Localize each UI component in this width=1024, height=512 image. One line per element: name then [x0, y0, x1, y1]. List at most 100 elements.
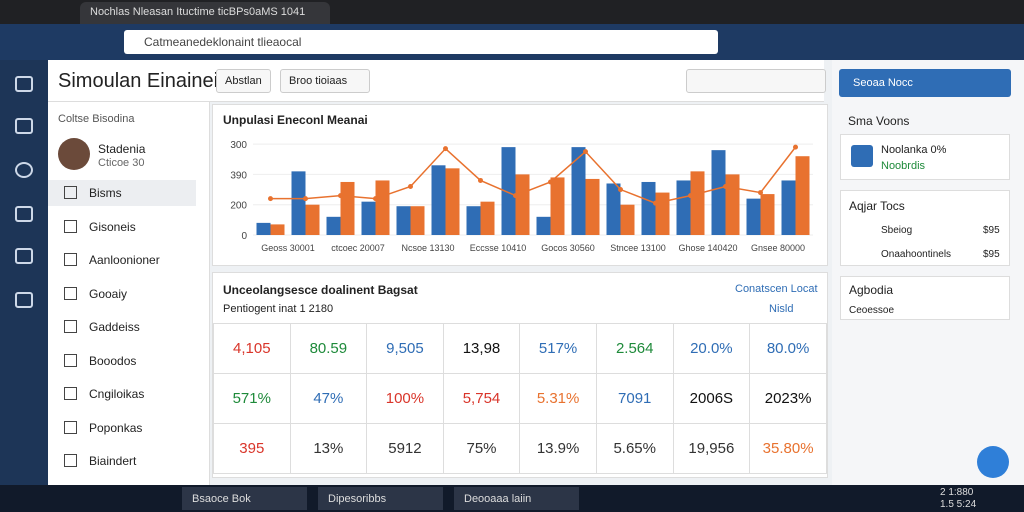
- x-tick-label: Eccsse 10410: [470, 243, 527, 253]
- table-cell: 7091: [595, 373, 674, 424]
- menu-item[interactable]: Poponkas: [64, 421, 142, 435]
- nav-icon[interactable]: [15, 76, 33, 92]
- row-value: $95: [983, 225, 1000, 236]
- section-title: Agbodia: [849, 283, 894, 297]
- search[interactable]: Broo tioiaas: [280, 69, 370, 93]
- dropdown[interactable]: Abstlan: [216, 69, 271, 93]
- trend-point: [653, 200, 658, 206]
- nav-icon[interactable]: [15, 162, 33, 178]
- trend-point: [443, 146, 448, 152]
- bar: [445, 168, 460, 235]
- table-row: 571% 47% 100% 5,754 5.31% 7091 2006S 2023%: [213, 373, 827, 424]
- table-cell: 2006S: [672, 373, 751, 424]
- nav-icon[interactable]: [15, 292, 33, 308]
- row-label: Ceoessoe: [849, 305, 895, 316]
- data-table: 4,105 80.59 9,505 13,98 517% 2.564 20.0% 80.0% 5…: [213, 323, 827, 474]
- table-row: 395 13% 5912 75% 13.9% 5.65% 19,956 35.80%: [213, 423, 827, 474]
- url-bar[interactable]: Catmeanedeklonaint tlieaocal: [124, 30, 718, 54]
- table-cell: 19,956: [672, 423, 751, 474]
- menu-item[interactable]: Cngiloikas: [64, 387, 144, 401]
- bar: [256, 222, 271, 235]
- y-tick-label: 390: [230, 170, 247, 181]
- bar: [396, 206, 411, 235]
- profile-name: Stadenia: [98, 142, 146, 156]
- x-tick-label: Gocos 30560: [541, 243, 595, 253]
- bar: [480, 201, 495, 235]
- section: Agbodia Ceoessoe: [840, 276, 1010, 320]
- table-cell: 100%: [366, 373, 444, 424]
- link[interactable]: Nisld: [769, 303, 794, 315]
- table-cell: 13,98: [442, 323, 521, 374]
- trend-point: [268, 196, 273, 202]
- row-label: Onaahoontinels: [881, 249, 952, 260]
- table-subtitle: Pentiogent inat 1 2180: [223, 303, 334, 315]
- taskbar-item[interactable]: Dipesoribbs: [318, 487, 443, 510]
- bar: [760, 194, 775, 235]
- bar: [515, 174, 530, 235]
- x-tick-label: Ncsoe 13130: [401, 243, 454, 253]
- primary-button[interactable]: Seoaa Nocc: [839, 69, 1011, 97]
- table-cell: 2.564: [595, 323, 674, 374]
- table-cell: 35.80%: [749, 423, 827, 474]
- nav-icon[interactable]: [15, 118, 33, 134]
- trend-line: [270, 146, 797, 204]
- bar: [291, 171, 306, 235]
- bar: [410, 206, 425, 235]
- trend-point: [338, 193, 343, 199]
- table-cell: 5912: [366, 423, 444, 474]
- bar: [585, 178, 600, 235]
- table-card: Unceolangsesce doalinent Bagsat Pentioge…: [212, 272, 828, 478]
- table-cell: 4,105: [213, 323, 291, 374]
- nav-icon[interactable]: [15, 248, 33, 264]
- table-title: Unceolangsesce doalinent Bagsat: [223, 283, 418, 297]
- bar: [375, 180, 390, 235]
- app-header: Simoulan Einainei Abstlan Broo tioiaas: [48, 60, 826, 102]
- table-cell: 80.59: [289, 323, 368, 374]
- profile-sub: Cticoe 30: [98, 157, 145, 169]
- bar: [746, 198, 761, 235]
- menu-item[interactable]: Aanloonioner: [64, 253, 160, 267]
- app-title: Simoulan Einainei: [58, 70, 219, 92]
- trend-point: [373, 196, 378, 202]
- bar: [620, 204, 635, 235]
- x-tick-label: Ghose 140420: [678, 243, 737, 253]
- bar: [431, 165, 446, 235]
- section-title: Aqjar Tocs: [849, 199, 905, 213]
- table-cell: 20.0%: [672, 323, 751, 374]
- section: Aqjar Tocs Sbeiog $95 Onaahoontinels $95: [840, 190, 1010, 266]
- table-cell: 13.9%: [519, 423, 597, 474]
- table-cell: 75%: [442, 423, 521, 474]
- menu-item[interactable]: Biaindert: [64, 454, 136, 468]
- menu-item[interactable]: Gooaiy: [64, 287, 127, 301]
- bar: [606, 183, 621, 235]
- menu-item[interactable]: Booodos: [64, 354, 136, 368]
- bar: [655, 192, 670, 235]
- nav-icon[interactable]: [15, 206, 33, 222]
- trend-point: [618, 187, 623, 193]
- chart-title: Unpulasi Eneconl Meanai: [223, 113, 368, 127]
- bar: [466, 206, 481, 235]
- x-tick-label: ctcoec 20007: [331, 243, 385, 253]
- bar: [340, 181, 355, 235]
- info-card: Noolanka 0% Noobrdis: [840, 134, 1010, 180]
- y-tick-label: 0: [241, 231, 247, 242]
- row-label: Sbeiog: [881, 225, 913, 236]
- card-title: Noolanka 0%: [881, 144, 947, 156]
- menu-item[interactable]: Gisoneis: [64, 220, 136, 234]
- menu-item[interactable]: Bisms: [48, 180, 196, 206]
- taskbar-item[interactable]: Bsaoce Bok: [182, 487, 307, 510]
- taskbar-item[interactable]: Deooaaa laiin: [454, 487, 579, 510]
- menu-item[interactable]: Gaddeiss: [64, 320, 140, 334]
- link[interactable]: Conatscen Locat: [735, 283, 818, 295]
- trend-point: [758, 190, 763, 196]
- trend-point: [583, 149, 588, 155]
- table-row: 4,105 80.59 9,505 13,98 517% 2.564 20.0% 80.0%: [213, 323, 827, 374]
- table-cell: 517%: [519, 323, 597, 374]
- fab[interactable]: [977, 446, 1009, 478]
- tab[interactable]: Nochlas Nleasan Ituctime ticBPs0aMS 1041: [80, 2, 330, 24]
- x-tick-label: Geoss 30001: [261, 243, 315, 253]
- trend-point: [478, 177, 483, 183]
- bar: [795, 156, 810, 235]
- y-tick-label: 200: [230, 201, 247, 212]
- card-sub: Noobrdis: [881, 160, 926, 172]
